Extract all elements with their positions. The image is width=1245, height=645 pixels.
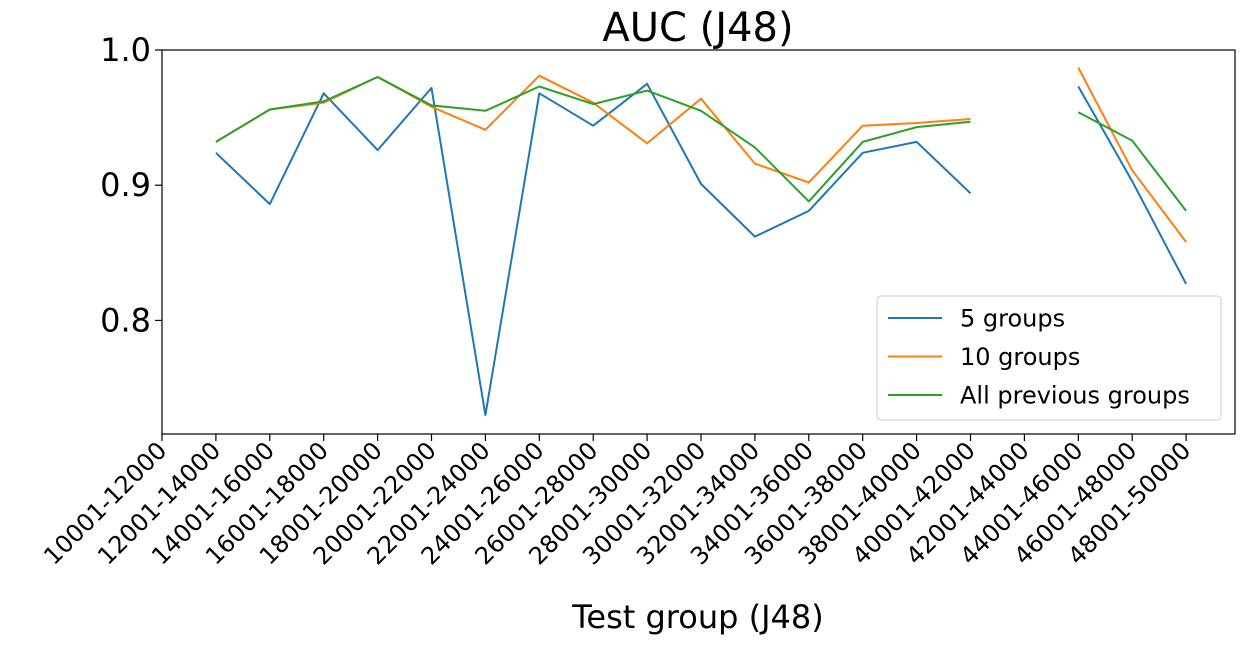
series-line-1 <box>215 67 1187 243</box>
series-line-0 <box>215 82 1187 417</box>
legend-box <box>876 295 1222 421</box>
x-axis: 10001-1200012001-1400014001-1600016001-1… <box>38 434 1196 570</box>
plot-area <box>215 67 1187 417</box>
chart-title: AUC (J48) <box>602 5 793 51</box>
legend-label-1: 10 groups <box>960 343 1080 371</box>
y-tick-label: 0.9 <box>100 166 151 204</box>
y-axis: 0.8 0.9 1.0 <box>100 31 162 339</box>
legend: 5 groups 10 groups All previous groups <box>876 295 1222 421</box>
series-line-2 <box>215 76 1187 212</box>
plot-frame <box>161 49 1236 435</box>
legend-label-2: All previous groups <box>960 382 1190 410</box>
x-axis-label: Test group (J48) <box>571 598 823 636</box>
y-tick-label: 1.0 <box>100 31 151 69</box>
y-tick-label: 0.8 <box>100 301 151 339</box>
legend-label-0: 5 groups <box>960 305 1065 333</box>
